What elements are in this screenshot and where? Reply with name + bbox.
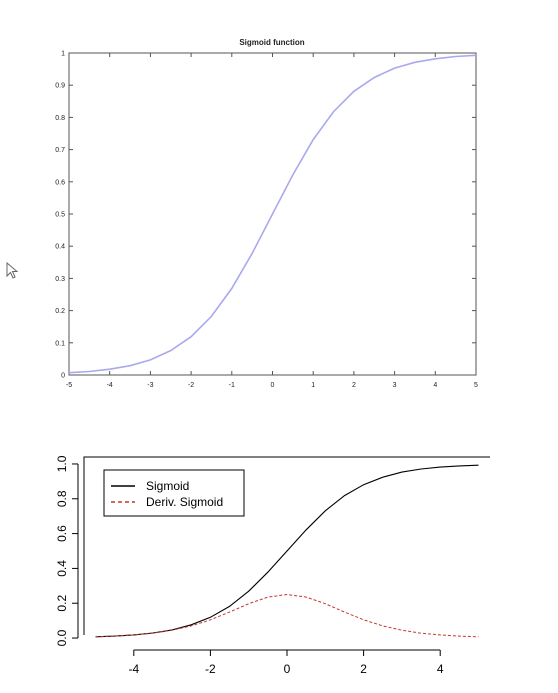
chart-title: Sigmoid function bbox=[239, 38, 304, 47]
x-tick-label: 2 bbox=[352, 382, 356, 389]
y-tick-label: 0.7 bbox=[55, 147, 65, 154]
x-tick-label: 4 bbox=[437, 662, 444, 676]
sigmoid-derivative-chart: -4 -2 0 2 4 0.0 0.2 0.4 0.6 0.8 1.0 Sigmoid Deriv… bbox=[55, 455, 490, 676]
sigmoid-line bbox=[68, 54, 477, 374]
y-tick-label: 0.6 bbox=[55, 179, 65, 186]
x-tick-label: -1 bbox=[229, 382, 235, 389]
y-tick-label: 0.5 bbox=[55, 212, 65, 219]
x-tick-label: -2 bbox=[188, 382, 194, 389]
x-tick-label: -4 bbox=[128, 662, 139, 676]
x-tick-label: 1 bbox=[311, 382, 315, 389]
y-tick-label: 1 bbox=[61, 51, 65, 58]
y-tick-label: 0.1 bbox=[55, 340, 65, 347]
y-tick-label: 1.0 bbox=[55, 455, 69, 472]
y-tick-label: 0.6 bbox=[55, 525, 69, 542]
plot-frame bbox=[83, 456, 490, 635]
x-tick-label: -4 bbox=[107, 382, 113, 389]
x-tick-label: 4 bbox=[433, 382, 437, 389]
x-tick-label: 2 bbox=[360, 662, 367, 676]
legend-box bbox=[103, 469, 245, 517]
y-tick-label: 0.8 bbox=[55, 115, 65, 122]
deriv-sigmoid-line bbox=[95, 593, 479, 638]
y-tick-label: 0.9 bbox=[55, 83, 65, 90]
x-tick-label: 0 bbox=[271, 382, 275, 389]
mouse-pointer-icon bbox=[6, 262, 19, 279]
y-tick-label: 0.2 bbox=[55, 595, 69, 612]
x-tick-label: -3 bbox=[147, 382, 153, 389]
y-tick-label: 0.3 bbox=[55, 276, 65, 283]
y-tick-label: 0.4 bbox=[55, 560, 69, 577]
legend: Sigmoid Deriv. Sigmoid bbox=[103, 469, 245, 517]
legend-label-sigmoid: Sigmoid bbox=[146, 479, 189, 493]
y-tick-label: 0.8 bbox=[55, 490, 69, 507]
x-tick-label: -2 bbox=[205, 662, 216, 676]
sigmoid-line bbox=[95, 464, 479, 638]
sigmoid-function-chart: Sigmoid function -5 -4 -3 -2 -1 0 1 2 3 4 5 0 0.1 0.… bbox=[55, 38, 478, 389]
y-tick-label: 0.2 bbox=[55, 308, 65, 315]
legend-label-deriv-sigmoid: Deriv. Sigmoid bbox=[146, 495, 223, 509]
x-tick-label: -5 bbox=[66, 382, 72, 389]
x-tick-label: 3 bbox=[393, 382, 397, 389]
y-tick-label: 0 bbox=[61, 373, 65, 380]
x-tick-label: 0 bbox=[284, 662, 291, 676]
y-tick-label: 0.0 bbox=[55, 629, 69, 646]
x-tick-label: 5 bbox=[474, 382, 478, 389]
y-tick-label: 0.4 bbox=[55, 244, 65, 251]
